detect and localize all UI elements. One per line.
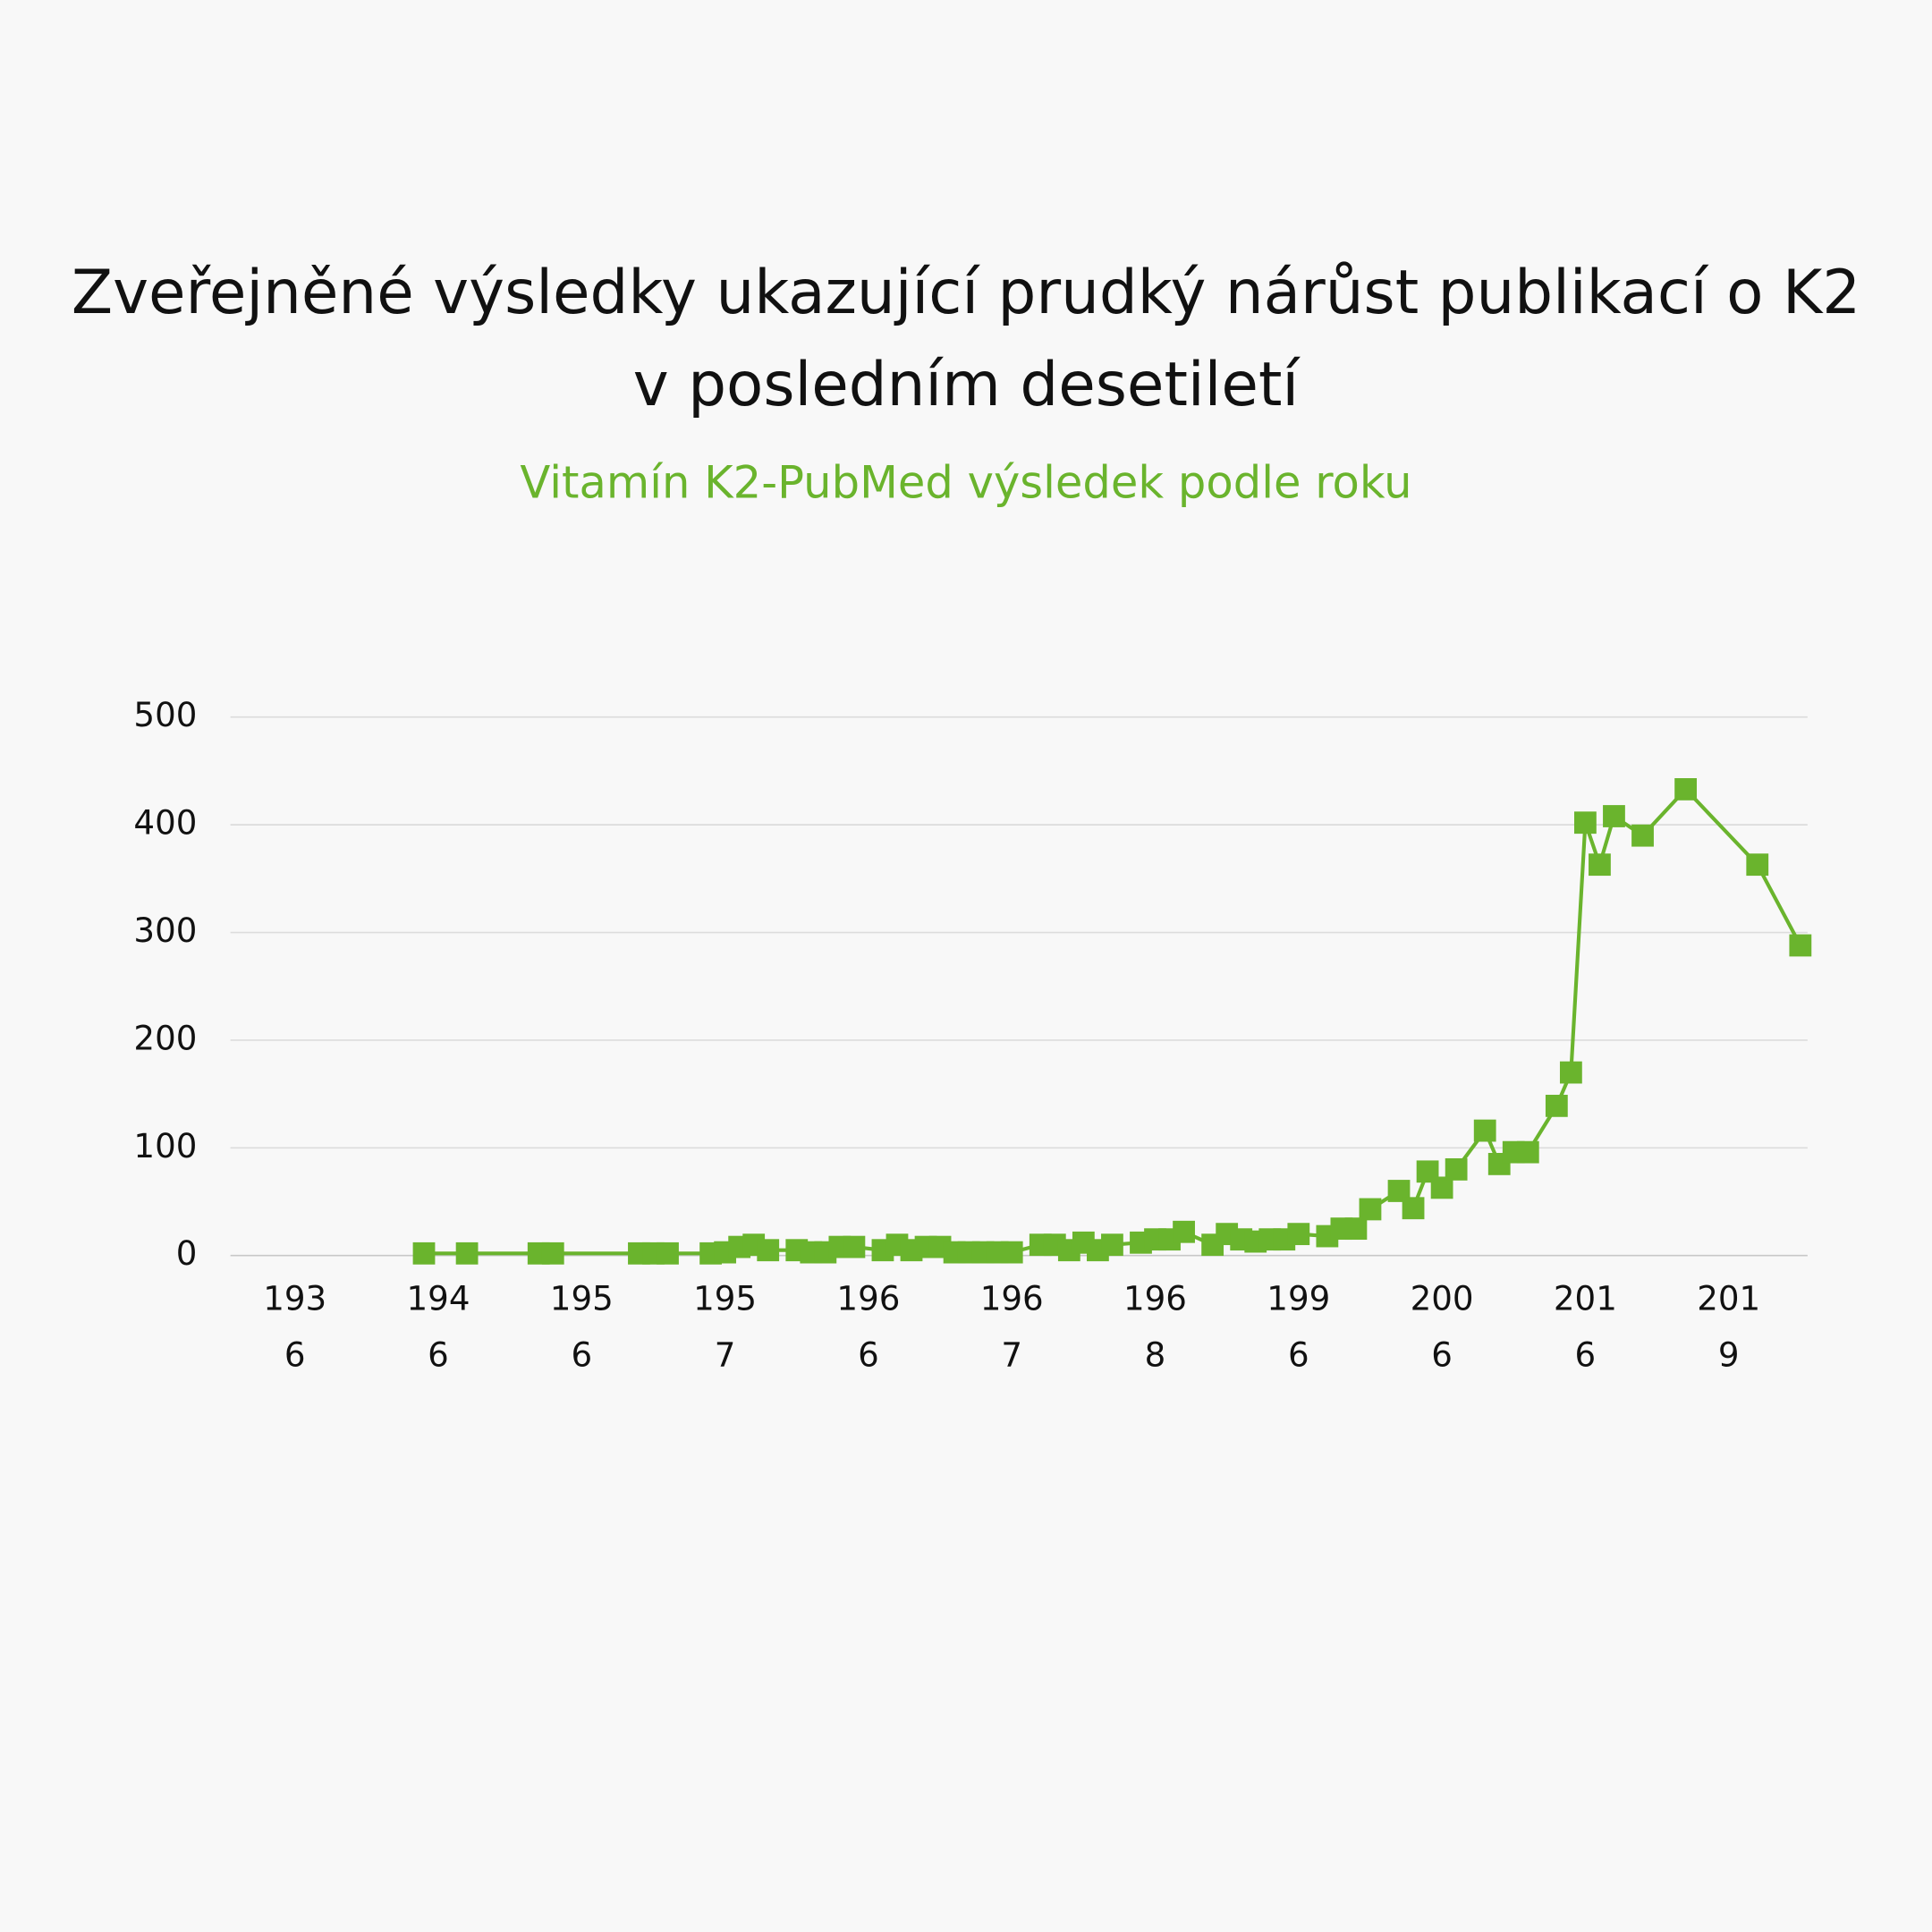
data-point xyxy=(1631,824,1654,847)
x-tick-label: 1996 xyxy=(1267,1280,1331,1376)
y-tick-label: 400 xyxy=(133,803,197,843)
data-point xyxy=(412,1241,436,1265)
data-point xyxy=(1101,1233,1123,1257)
data-point xyxy=(1344,1217,1368,1241)
x-tick-label: 2019 xyxy=(1697,1280,1761,1376)
x-tick-label: 1957 xyxy=(693,1280,758,1376)
data-point xyxy=(1173,1220,1195,1243)
data-point xyxy=(1674,778,1698,801)
y-tick-label: 200 xyxy=(133,1018,197,1057)
data-point xyxy=(1746,853,1769,877)
x-tick-label: 2006 xyxy=(1410,1280,1474,1376)
x-tick-label: 1956 xyxy=(549,1280,614,1376)
y-tick-label: 300 xyxy=(133,911,197,950)
data-point xyxy=(757,1239,780,1262)
data-point xyxy=(843,1235,866,1258)
x-tick-label: 1936 xyxy=(263,1280,327,1376)
data-point xyxy=(1516,1140,1539,1164)
data-point xyxy=(1559,1061,1582,1084)
y-tick-label: 500 xyxy=(133,695,197,734)
data-point xyxy=(657,1241,679,1265)
chart-subtitle: Vitamín K2-PubMed výsledek podle roku xyxy=(520,458,1412,509)
data-point xyxy=(541,1241,564,1265)
data-point xyxy=(1545,1094,1568,1117)
data-point xyxy=(1574,811,1597,835)
data-point xyxy=(1473,1119,1496,1142)
data-point xyxy=(1789,934,1812,957)
y-tick-label: 0 xyxy=(176,1233,198,1273)
data-point xyxy=(1287,1223,1310,1246)
data-point xyxy=(1000,1241,1023,1264)
data-point xyxy=(1445,1158,1468,1181)
y-tick-label: 100 xyxy=(133,1126,197,1165)
data-point xyxy=(1359,1198,1382,1221)
data-point xyxy=(1603,805,1625,827)
x-tick-label: 1968 xyxy=(1123,1280,1187,1376)
x-tick-label: 1946 xyxy=(406,1280,470,1376)
data-point xyxy=(1589,853,1611,877)
x-tick-label: 1966 xyxy=(836,1280,901,1376)
data-point xyxy=(455,1241,479,1265)
chart-title: Zveřejněné výsledky ukazující prudký nár… xyxy=(71,257,1861,420)
data-point xyxy=(1402,1197,1425,1220)
x-tick-label: 1967 xyxy=(979,1280,1044,1376)
x-tick-label: 2016 xyxy=(1553,1280,1617,1376)
